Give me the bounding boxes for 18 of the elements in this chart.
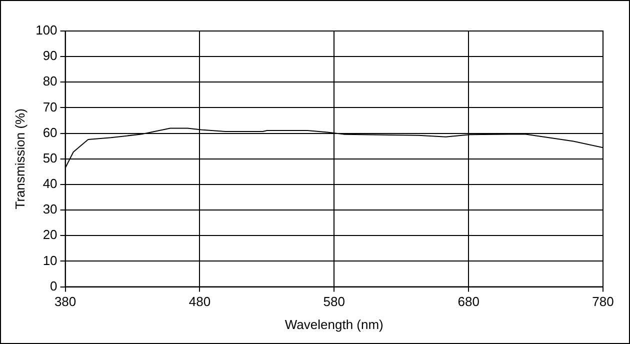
y-tick-label: 80 <box>42 74 58 89</box>
y-tick-label: 50 <box>42 150 58 166</box>
x-tick-label: 580 <box>323 294 345 310</box>
y-tick-label: 30 <box>42 202 58 217</box>
x-axis-title: Wavelength (nm) <box>284 316 384 332</box>
y-tick-label: 10 <box>42 252 58 268</box>
y-tick-label: 90 <box>42 48 58 64</box>
y-tick-label: 0 <box>50 278 58 294</box>
x-tick-label: 480 <box>188 294 211 310</box>
x-tick-label: 680 <box>458 294 480 310</box>
y-axis-title: Transmission (%) <box>12 108 28 210</box>
y-tick-label: 70 <box>42 99 58 114</box>
y-tick-label: 40 <box>42 176 58 192</box>
x-tick-label: 380 <box>54 294 76 310</box>
y-tick-label: 20 <box>42 227 58 242</box>
y-tick-label: 100 <box>36 22 58 38</box>
y-tick-label: 60 <box>42 124 58 140</box>
x-tick-label: 780 <box>592 294 614 310</box>
